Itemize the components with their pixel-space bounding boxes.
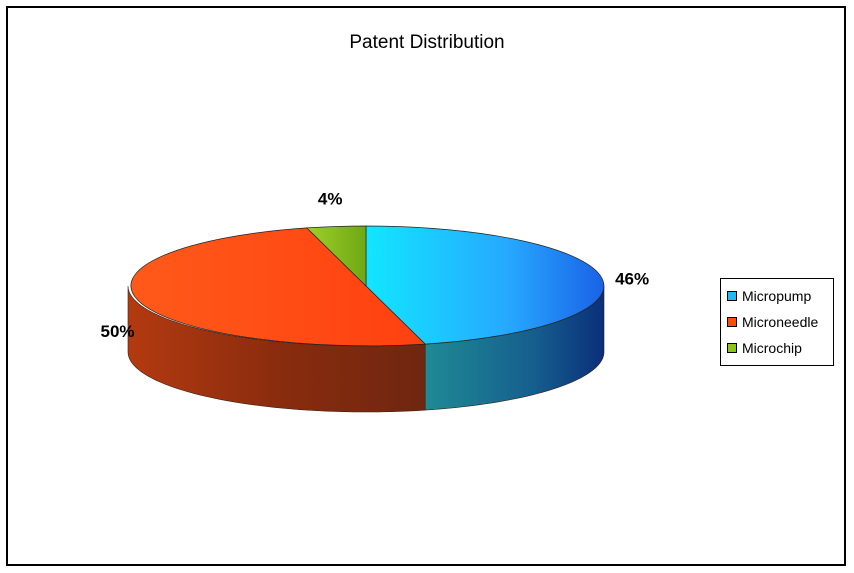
legend-label: Microchip: [742, 340, 802, 356]
chart-title: Patent Distribution: [349, 32, 505, 53]
legend-swatch-micropump: [727, 291, 737, 301]
pct-label-microchip: 4%: [318, 190, 343, 209]
pie-side-microneedle: [127, 285, 426, 413]
legend-item-micropump: Micropump: [727, 283, 833, 309]
pie-slice-microchip: [306, 225, 367, 287]
legend-label: Micropump: [742, 288, 812, 304]
legend-swatch-microneedle: [727, 317, 737, 327]
legend: Micropump Microneedle Microchip: [720, 278, 834, 366]
legend-label: Microneedle: [742, 314, 819, 330]
pct-label-microneedle: 50%: [100, 322, 134, 341]
legend-swatch-microchip: [727, 343, 737, 353]
legend-item-microchip: Microchip: [727, 335, 833, 361]
legend-item-microneedle: Microneedle: [727, 309, 833, 335]
pie-slice-micropump: [365, 225, 605, 345]
pct-label-micropump: 46%: [615, 270, 649, 289]
pie-slice-microneedle: [130, 227, 426, 347]
